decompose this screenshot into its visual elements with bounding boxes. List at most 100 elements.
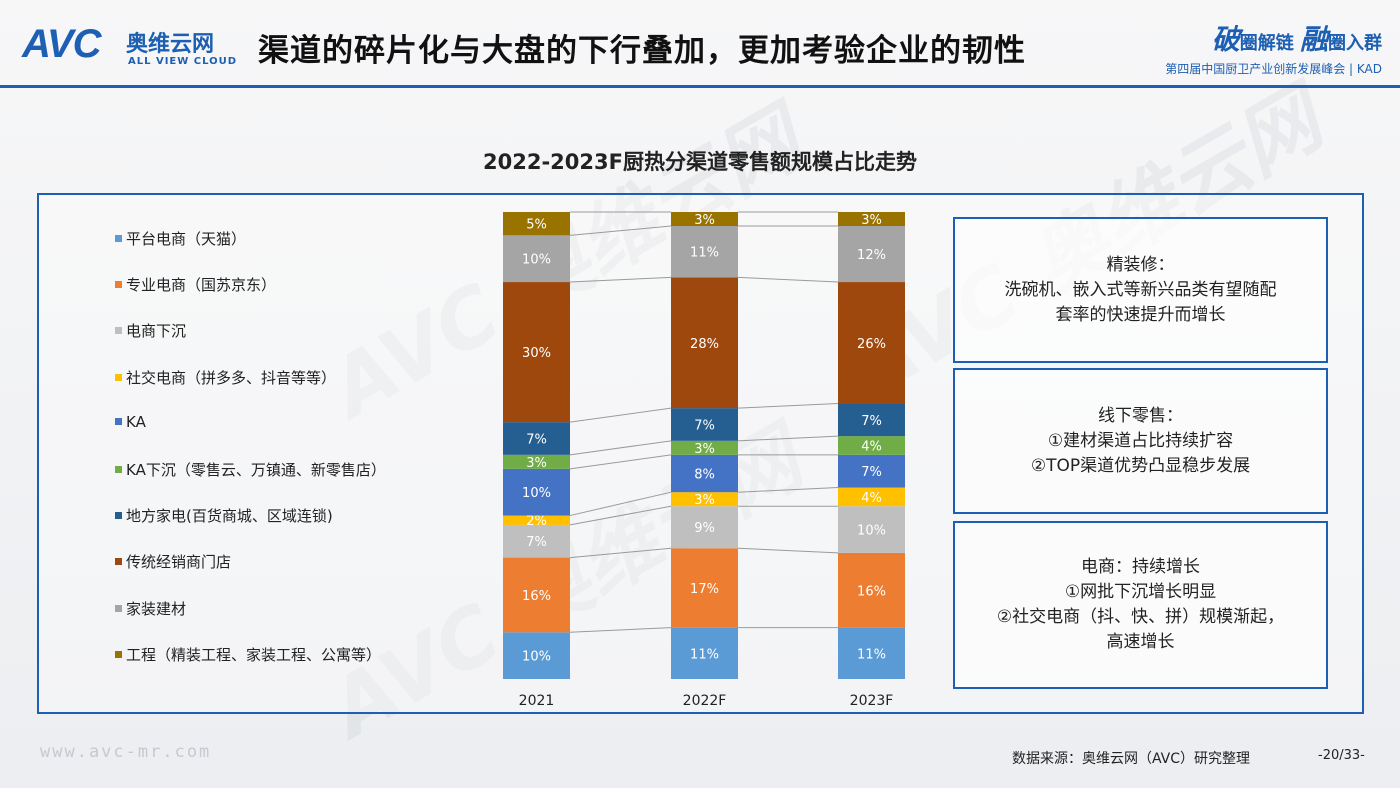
legend-label: KA下沉（零售云、万镇通、新零售店） — [126, 461, 386, 479]
bar-segment — [503, 468, 570, 516]
data-label: 28% — [690, 337, 719, 352]
insight-line: ①网批下沉增长明显 — [1064, 582, 1217, 602]
legend-item: 家装建材 — [115, 598, 186, 618]
bar-segment — [671, 277, 738, 409]
insight-line: 洗碗机、嵌入式等新兴品类有望随配 — [1004, 279, 1277, 300]
bar-segment — [503, 515, 570, 525]
insight-line: ②社交电商（抖、快、拼）规模渐起， — [996, 607, 1285, 627]
legend-label: 电商下沉 — [126, 322, 187, 341]
x-tick-label: 2021 — [519, 693, 555, 709]
insight-box-offline: 线下零售： ①建材渠道占比持续扩容 ②TOP渠道优势凸显稳步发展 — [953, 368, 1328, 514]
legend-item: KA下沉（零售云、万镇通、新零售店） — [115, 459, 386, 479]
series-connector-line — [569, 407, 672, 423]
event-name: 第四届中国厨卫产业创新发展峰会 | KAD — [1165, 62, 1382, 76]
x-tick-label: 2022F — [683, 693, 727, 709]
series-connector-line — [569, 454, 672, 470]
legend-item: 电商下沉 — [115, 320, 186, 340]
data-label: 30% — [522, 346, 551, 361]
series-connector-line — [569, 276, 672, 283]
legend-swatch — [115, 604, 122, 612]
data-label: 7% — [861, 414, 882, 429]
insight-line: 精装修： — [1106, 254, 1175, 275]
legend-swatch — [115, 512, 122, 520]
series-connector-line — [569, 491, 672, 517]
bar-segment — [671, 627, 738, 679]
data-label: 2% — [526, 514, 547, 529]
series-connector-line — [569, 225, 672, 236]
bar-segment — [671, 506, 738, 549]
series-connector-line — [737, 435, 839, 442]
avc-logo: AVC 奥维云网 ALL VIEW CLOUD — [22, 20, 252, 70]
footer-url: www.avc-mr.com — [40, 742, 212, 762]
legend-swatch — [115, 373, 122, 381]
bar-segment — [671, 226, 738, 278]
x-tick-label: 2023F — [850, 693, 894, 709]
data-label: 3% — [526, 456, 547, 471]
legend-swatch — [115, 650, 122, 658]
data-label: 3% — [694, 213, 715, 228]
data-label: 10% — [857, 524, 886, 539]
legend-label: 传统经销商门店 — [126, 553, 232, 572]
legend-item: 专业电商（国苏京东） — [115, 274, 276, 294]
legend-item: 工程（精装工程、家装工程、公寓等） — [115, 644, 381, 664]
bar-segment — [671, 454, 738, 493]
series-connector-line — [737, 487, 839, 493]
bar-segment — [838, 454, 905, 488]
event-slogan: 破圈解链 融圈入群 — [1112, 18, 1382, 58]
data-label: 7% — [526, 535, 547, 550]
data-label: 11% — [690, 246, 719, 261]
data-label: 9% — [694, 521, 715, 536]
legend-label: 社交电商（拼多多、抖音等等） — [126, 368, 337, 387]
data-label: 7% — [861, 465, 882, 480]
page-number: -20/33- — [1318, 748, 1365, 763]
data-label: 12% — [857, 248, 886, 263]
legend-swatch — [115, 558, 122, 566]
data-label: 10% — [522, 253, 551, 268]
data-label: 4% — [861, 491, 882, 506]
bar-segment — [503, 557, 570, 633]
header-divider — [0, 85, 1400, 88]
legend-swatch — [115, 417, 122, 425]
event-logo: 破圈解链 融圈入群 第四届中国厨卫产业创新发展峰会 | KAD — [1112, 18, 1382, 78]
series-connector-line — [737, 276, 839, 283]
series-connector-line — [569, 505, 672, 526]
series-connector-line — [737, 402, 839, 409]
data-label: 11% — [857, 647, 886, 662]
legend-label: KA — [126, 412, 146, 431]
legend-swatch — [115, 466, 122, 473]
logo-mark: AVC — [22, 22, 101, 66]
bar-segment — [503, 454, 570, 469]
bar-segment — [503, 235, 570, 283]
bar-segment — [838, 506, 905, 553]
legend-item: 平台电商（天猫） — [115, 228, 246, 248]
insight-line: 高速增长 — [1106, 632, 1175, 652]
legend-swatch — [115, 235, 122, 242]
legend-item: 社交电商（拼多多、抖音等等） — [115, 367, 336, 387]
bar-segment — [671, 548, 738, 628]
insight-line: 套率的快速提升而增长 — [1055, 304, 1226, 325]
legend-item: 地方家电(百货商城、区域连锁) — [115, 505, 333, 525]
bar-segment — [838, 627, 905, 679]
data-label: 16% — [857, 584, 886, 599]
insight-box-ecommerce: 电商：持续增长 ①网批下沉增长明显 ②社交电商（抖、快、拼）规模渐起， 高速增长 — [953, 521, 1328, 689]
page-title: 渠道的碎片化与大盘的下行叠加，更加考验企业的韧性 — [258, 33, 1026, 69]
legend-label: 平台电商（天猫） — [126, 230, 247, 248]
bar-segment — [838, 403, 905, 437]
data-label: 16% — [522, 589, 551, 604]
data-label: 17% — [690, 582, 719, 597]
data-label: 7% — [526, 432, 547, 447]
data-label: 10% — [522, 650, 551, 665]
data-label: 10% — [522, 486, 551, 501]
logo-cn: 奥维云网 — [126, 32, 215, 57]
bar-segment — [838, 487, 905, 507]
chart-title: 2022-2023F厨热分渠道零售额规模占比走势 — [483, 150, 917, 174]
bar-segment — [503, 212, 570, 236]
bar-segment — [503, 632, 570, 679]
insight-line: 电商：持续增长 — [1081, 557, 1200, 577]
legend-label: 地方家电(百货商城、区域连锁) — [126, 507, 333, 526]
insight-line: ①建材渠道占比持续扩容 — [1047, 430, 1234, 451]
bar-segment — [671, 212, 738, 227]
event-slogan-part-2: 圈入群 — [1328, 33, 1382, 54]
bar-segment — [671, 408, 738, 441]
